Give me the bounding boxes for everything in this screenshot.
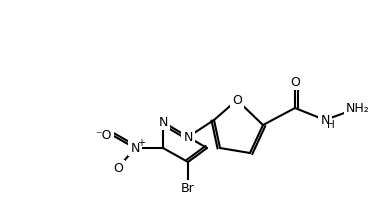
Text: O: O [113,161,123,174]
Text: ⁻O: ⁻O [95,128,112,141]
Text: N: N [130,141,140,154]
Text: H: H [327,120,335,130]
Text: O: O [232,94,242,106]
Text: O: O [290,75,300,88]
Text: N: N [320,114,330,126]
Text: +: + [137,138,145,148]
Text: Br: Br [181,182,195,194]
Text: N: N [183,130,193,143]
Text: N: N [158,116,168,128]
Text: NH₂: NH₂ [346,101,370,114]
